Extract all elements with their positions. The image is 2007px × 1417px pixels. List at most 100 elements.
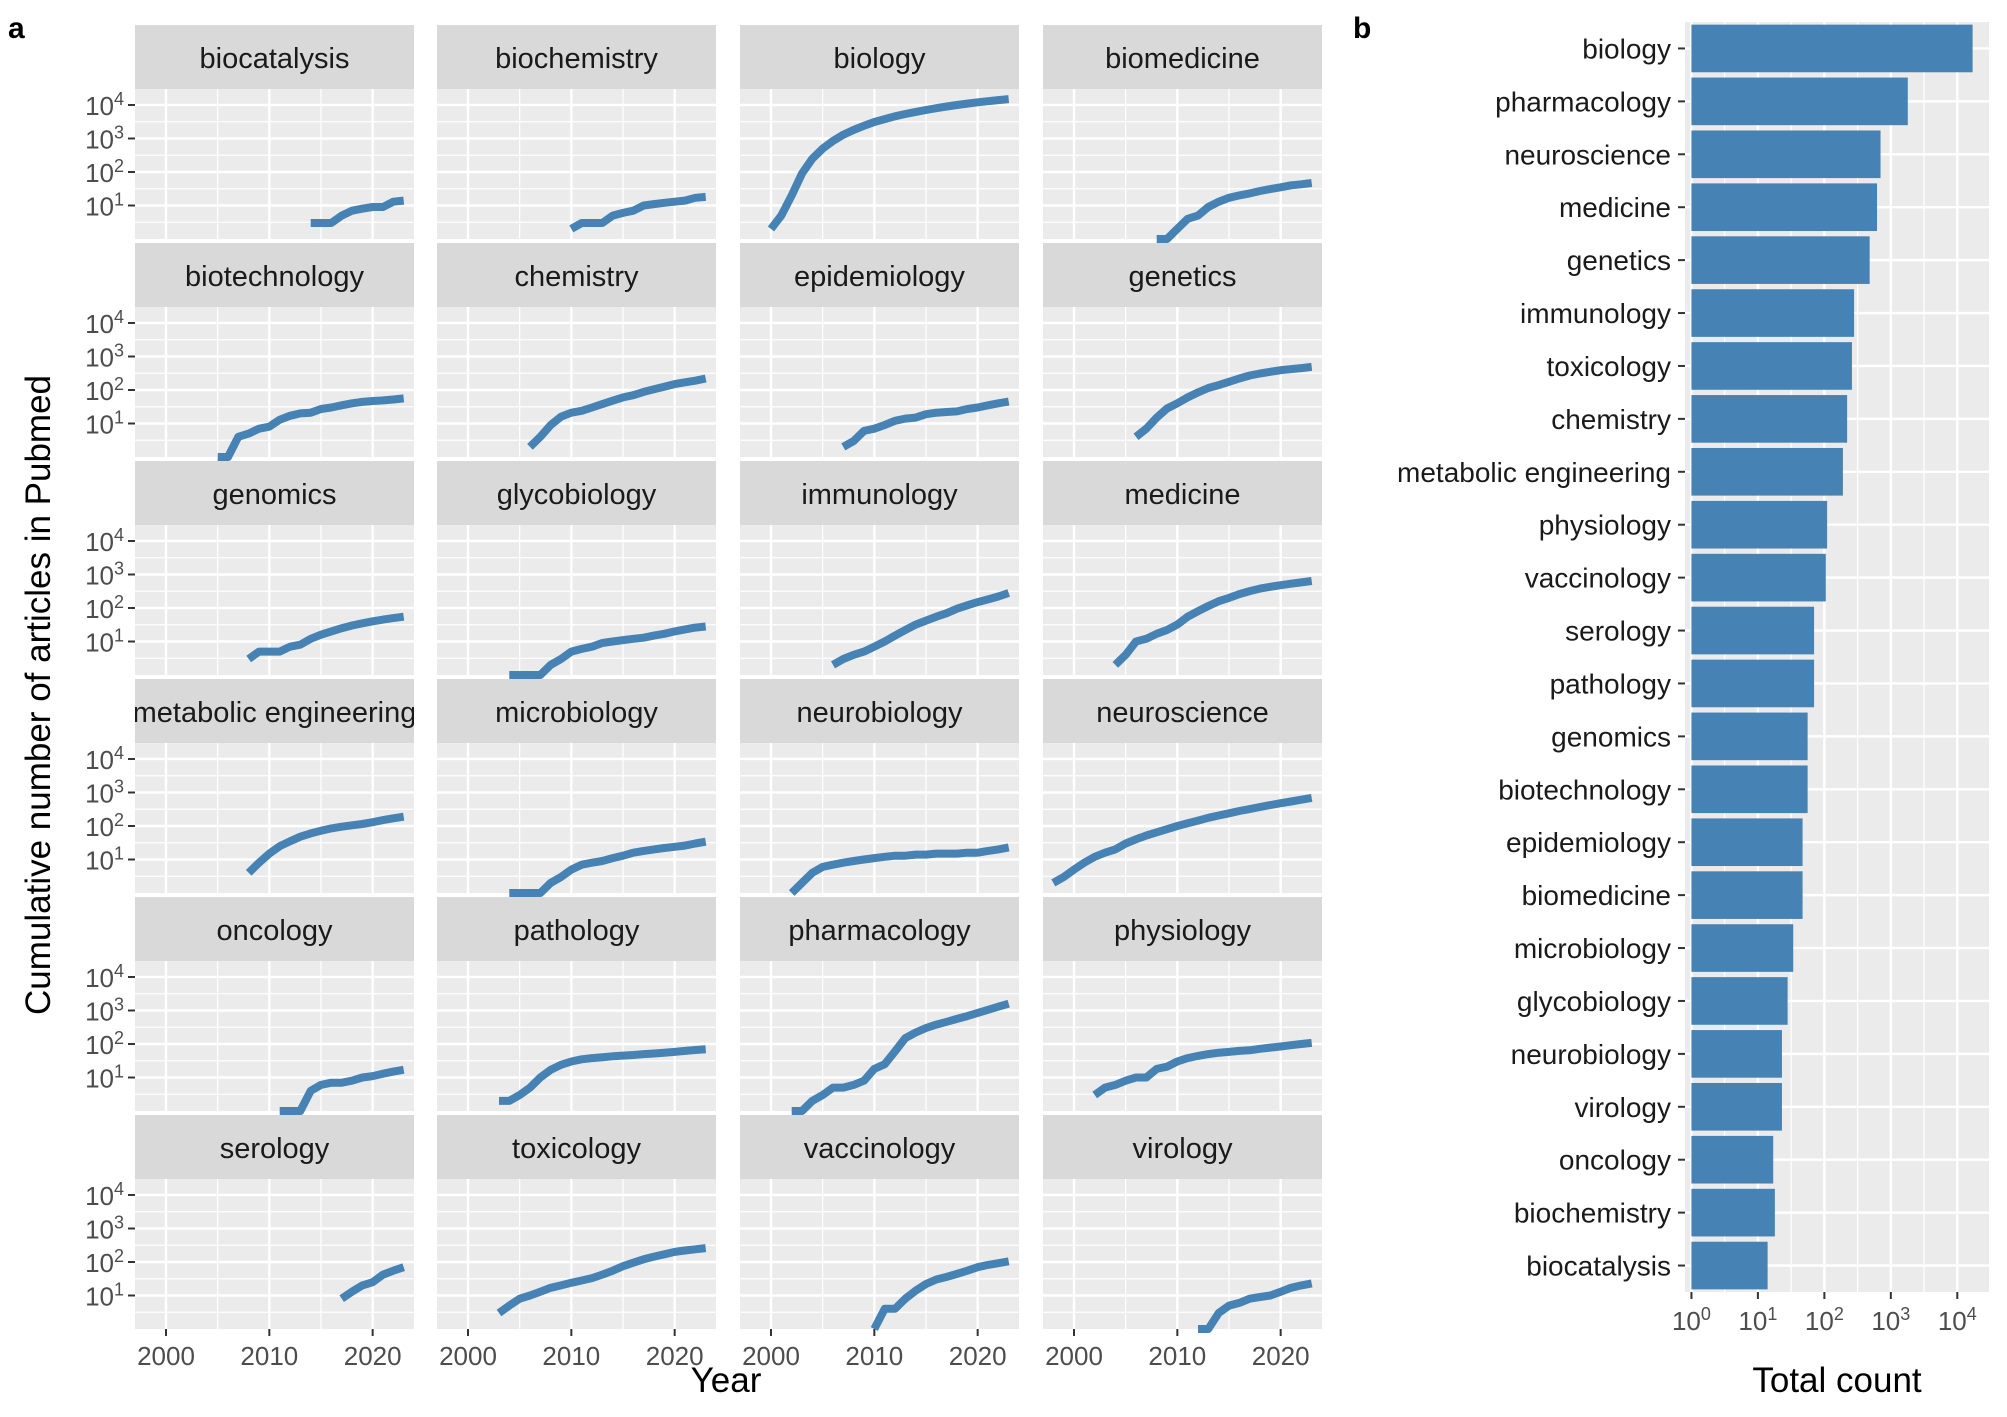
facet-strip bbox=[740, 243, 1019, 307]
x-tick-label: 104 bbox=[1938, 1304, 1977, 1336]
x-axis-title-b: Total count bbox=[1752, 1361, 1922, 1400]
series-line bbox=[1112, 577, 1313, 668]
series-line bbox=[788, 843, 1010, 896]
facet: chemistry bbox=[437, 243, 716, 457]
facet: virology 2000 2010 2020 bbox=[1043, 1115, 1322, 1371]
bar-chart: biology pharmacology neuroscience medicine g… bbox=[1397, 22, 1989, 1336]
y-tick-label: 102 bbox=[85, 156, 124, 188]
category-label: oncology bbox=[1559, 1145, 1671, 1176]
facet-strip-label: oncology bbox=[216, 915, 333, 947]
series-line bbox=[527, 374, 707, 450]
bar bbox=[1691, 818, 1803, 867]
y-tick-label: 103 bbox=[85, 122, 124, 154]
category-label: genomics bbox=[1551, 721, 1671, 752]
facet-strip bbox=[437, 243, 716, 307]
x-tick-label: 102 bbox=[1805, 1304, 1844, 1336]
series-line bbox=[1198, 1279, 1313, 1333]
bar bbox=[1691, 395, 1848, 443]
facet-strip-label: genomics bbox=[212, 479, 336, 511]
y-tick-label: 103 bbox=[85, 1212, 124, 1244]
facet-panel bbox=[1043, 89, 1322, 239]
x-tick-label: 100 bbox=[1672, 1304, 1711, 1336]
facet-strip-label: biotechnology bbox=[185, 261, 364, 293]
y-tick-label: 101 bbox=[85, 1279, 124, 1311]
facet-panel bbox=[135, 961, 414, 1111]
facet: immunology bbox=[740, 461, 1019, 675]
series-line bbox=[310, 196, 405, 227]
facet-strip bbox=[1043, 461, 1322, 525]
facet-strip-label: biochemistry bbox=[495, 43, 658, 75]
facet-panel bbox=[740, 1179, 1019, 1329]
x-tick-label: 2010 bbox=[240, 1341, 298, 1371]
category-label: biomedicine bbox=[1522, 880, 1671, 911]
x-tick-label: 101 bbox=[1738, 1304, 1777, 1336]
facet-strip bbox=[437, 1115, 716, 1179]
facet-strip-label: biology bbox=[834, 43, 926, 75]
y-tick-label: 104 bbox=[85, 961, 124, 993]
facet-panel bbox=[135, 307, 414, 457]
x-tick-label: 2020 bbox=[1252, 1341, 1310, 1371]
series-line bbox=[496, 1244, 707, 1317]
y-tick-label: 102 bbox=[85, 1246, 124, 1278]
facet: neurobiology bbox=[740, 679, 1019, 896]
facet: neuroscience bbox=[1043, 679, 1322, 893]
category-label: virology bbox=[1575, 1092, 1671, 1123]
series-line bbox=[217, 394, 405, 461]
facet: biomedicine bbox=[1043, 25, 1322, 243]
series-line bbox=[509, 622, 707, 679]
facet-strip-label: metabolic engineering bbox=[133, 697, 417, 729]
facet: physiology bbox=[1043, 897, 1322, 1111]
x-tick-label: 2000 bbox=[1045, 1341, 1103, 1371]
bar bbox=[1691, 712, 1808, 761]
x-tick-label: 2000 bbox=[742, 1341, 800, 1371]
y-tick-label: 101 bbox=[85, 625, 124, 657]
facet-strip bbox=[135, 25, 414, 89]
facet: pathology bbox=[437, 897, 716, 1111]
y-axis-title-a: Cumulative number of articles in Pubmed bbox=[19, 375, 58, 1015]
facet-strip bbox=[1043, 243, 1322, 307]
facet-strip bbox=[1043, 679, 1322, 743]
y-tick-label: 104 bbox=[85, 307, 124, 339]
facet-strip-label: immunology bbox=[801, 479, 958, 511]
x-axis-title-a: Year bbox=[691, 1361, 762, 1400]
facet: epidemiology bbox=[740, 243, 1019, 457]
series-line bbox=[1092, 1038, 1313, 1099]
facet: glycobiology bbox=[437, 461, 716, 679]
facet-strip bbox=[135, 897, 414, 961]
bar bbox=[1691, 130, 1881, 179]
facet-strip bbox=[437, 679, 716, 743]
facet-panel bbox=[437, 961, 716, 1111]
y-tick-label: 102 bbox=[85, 1028, 124, 1060]
facet-panel bbox=[740, 743, 1019, 893]
y-tick-label: 104 bbox=[85, 1179, 124, 1211]
facet-panel bbox=[135, 743, 414, 893]
y-tick-label: 102 bbox=[85, 592, 124, 624]
facet: genetics bbox=[1043, 243, 1322, 457]
x-tick-label: 2010 bbox=[1148, 1341, 1206, 1371]
series-line bbox=[509, 837, 707, 897]
y-tick-label: 102 bbox=[85, 810, 124, 842]
bar bbox=[1691, 24, 1973, 73]
series-line bbox=[870, 1257, 1010, 1331]
x-tick-label: 2020 bbox=[949, 1341, 1007, 1371]
facet-strip bbox=[1043, 25, 1322, 89]
facet-strip bbox=[740, 461, 1019, 525]
bar bbox=[1691, 447, 1843, 496]
bar bbox=[1691, 1241, 1768, 1290]
bar bbox=[1691, 553, 1826, 602]
facet-panel bbox=[740, 307, 1019, 457]
facet-strip bbox=[740, 25, 1019, 89]
facet-strip-label: physiology bbox=[1114, 915, 1252, 947]
bar bbox=[1691, 500, 1828, 549]
series-line bbox=[499, 1045, 707, 1105]
facet-strip bbox=[740, 897, 1019, 961]
facet-panel bbox=[740, 961, 1019, 1111]
facet: vaccinology 2000 2010 2020 bbox=[740, 1115, 1019, 1371]
facet-panel bbox=[437, 89, 716, 239]
facet-strip-label: biomedicine bbox=[1105, 43, 1260, 75]
category-label: medicine bbox=[1559, 192, 1671, 223]
